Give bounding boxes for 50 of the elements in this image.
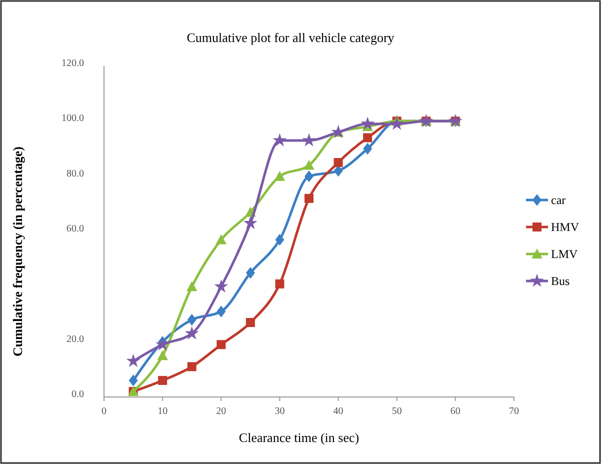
- point: [216, 234, 227, 244]
- point: [214, 279, 228, 293]
- point: [156, 337, 170, 351]
- y-tick-label: 100.0: [62, 113, 84, 124]
- point: [158, 376, 168, 385]
- point: [363, 142, 372, 155]
- x-tick-label: 50: [392, 406, 402, 417]
- x-tick-label: 60: [450, 406, 460, 417]
- point: [243, 216, 258, 230]
- legend-label: HMV: [551, 220, 580, 234]
- point: [274, 170, 286, 181]
- x-tick-label: 10: [158, 406, 168, 417]
- point: [304, 194, 314, 203]
- point: [184, 326, 199, 340]
- point: [363, 133, 372, 142]
- x-tick-label: 40: [333, 406, 344, 417]
- point: [272, 133, 287, 146]
- point: [216, 340, 226, 350]
- point: [275, 279, 284, 288]
- point: [246, 267, 255, 279]
- legend-label: LMV: [551, 247, 578, 261]
- point: [157, 350, 168, 360]
- point: [186, 281, 198, 292]
- x-axis-title: Clearance time (in sec): [238, 430, 360, 445]
- chart-title: Cumulative plot for all vehicle category: [186, 30, 395, 45]
- y-tick-label: 20.0: [66, 334, 84, 345]
- legend-label: car: [551, 193, 566, 207]
- point: [275, 234, 284, 246]
- point: [302, 133, 316, 146]
- point: [390, 116, 404, 130]
- y-tick-label: 120.0: [62, 58, 84, 69]
- y-tick-label: 0.0: [72, 389, 84, 400]
- x-tick-label: 30: [274, 406, 285, 417]
- point: [246, 318, 255, 328]
- point: [187, 314, 196, 326]
- point: [334, 158, 343, 168]
- point: [128, 374, 138, 386]
- y-axis-title: Cumulative frequency (in percentage): [10, 146, 25, 357]
- x-tick-label: 0: [102, 406, 106, 417]
- point: [187, 362, 196, 372]
- point: [304, 170, 314, 182]
- point: [360, 116, 375, 130]
- point: [304, 160, 314, 170]
- point: [216, 306, 226, 318]
- y-tick-label: 80.0: [66, 168, 84, 180]
- point: [126, 354, 140, 368]
- x-tick-label: 20: [216, 406, 226, 417]
- legend-label: Bus: [551, 274, 570, 288]
- x-tick-label: 70: [509, 406, 519, 417]
- y-tick-label: 60.0: [66, 224, 84, 234]
